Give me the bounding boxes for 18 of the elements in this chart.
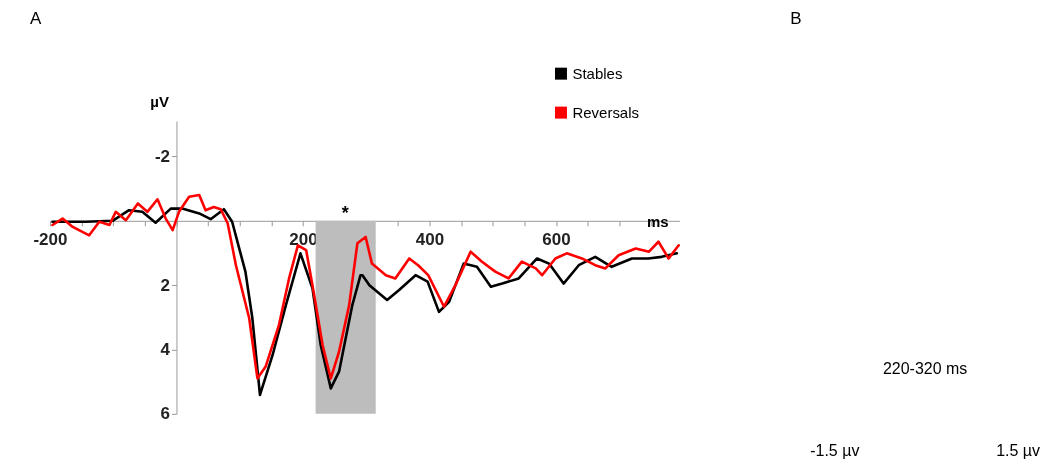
x-axis-title: ms xyxy=(647,213,669,231)
text: A xyxy=(29,9,42,29)
legend-label: Stables xyxy=(572,64,623,82)
y-axis-title: µV xyxy=(150,92,169,110)
text: 220-320 ms xyxy=(882,359,968,377)
x-tick-label: -200 xyxy=(33,230,68,250)
text: 1.5 µv xyxy=(996,441,1041,459)
x-tick-label: 200 xyxy=(289,230,318,250)
text: -1.5 µv xyxy=(810,441,860,459)
annotation: * xyxy=(341,203,349,224)
x-tick-label: 400 xyxy=(415,230,445,250)
y-tick-label: 4 xyxy=(160,339,171,359)
y-tick-label: -2 xyxy=(154,146,170,166)
x-tick-label: 600 xyxy=(542,230,571,250)
y-tick-label: 2 xyxy=(160,275,170,295)
text: B xyxy=(790,9,802,29)
legend-label: Reversals xyxy=(572,103,640,121)
y-tick-label: 6 xyxy=(160,404,170,424)
